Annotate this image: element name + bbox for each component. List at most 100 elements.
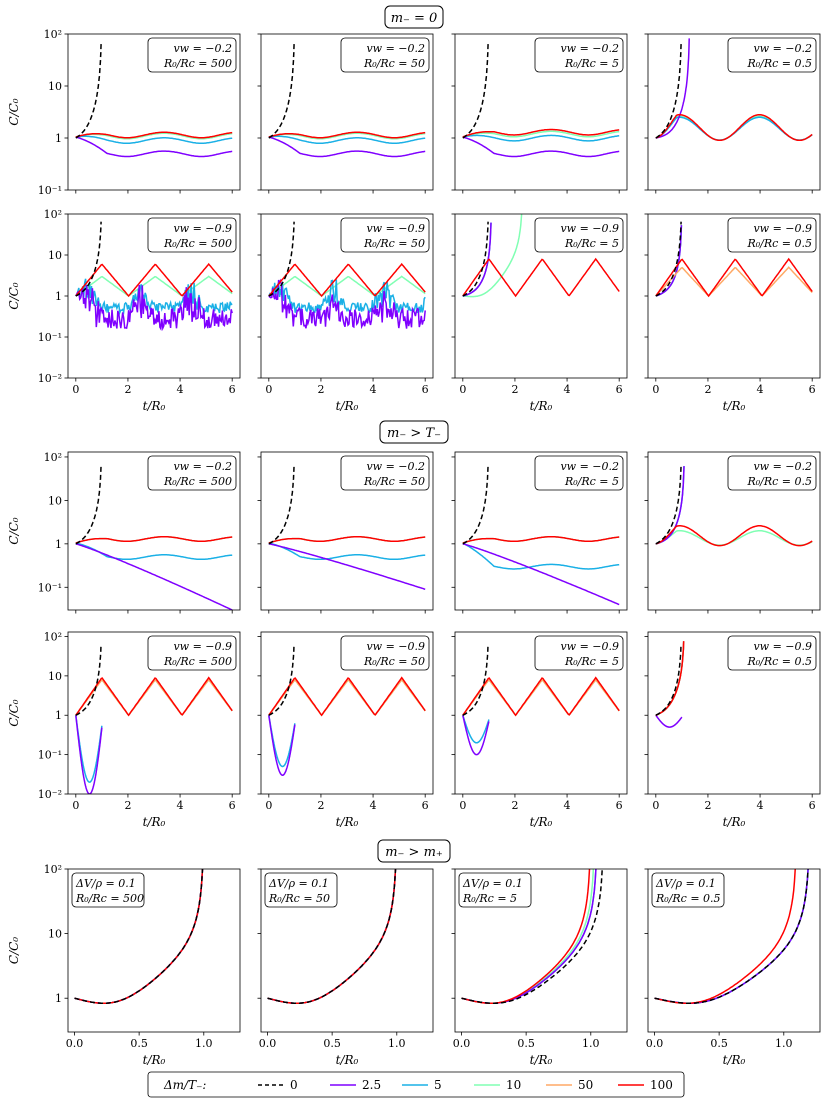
series-line-0 xyxy=(461,869,603,1005)
x-tick-label: 4 xyxy=(370,383,377,396)
series-line-0 xyxy=(74,869,204,1005)
panel-s2-r0-c1: 0.0 0.5 1.0 t/R₀ ΔV/ρ = 0.1 R₀/Rc = 50 xyxy=(257,868,434,1067)
annotation-line: vw = −0.9 xyxy=(366,222,425,235)
axes-frame xyxy=(260,868,434,1033)
series-line-2_5 xyxy=(268,543,426,591)
series-line-0 xyxy=(75,221,102,297)
y-tick-label: 1 xyxy=(55,132,62,145)
series-line-0 xyxy=(462,465,489,545)
panel-s1-r0-c0: 10⁻¹ 1 10 10² vw = −0.2 R₀/Rc = 500 xyxy=(38,451,241,614)
panel-annotation: vw = −0.9 R₀/Rc = 500 xyxy=(147,635,237,671)
legend-label: 100 xyxy=(650,1078,673,1092)
section-title-box xyxy=(377,839,451,863)
x-axis-label: t/R₀ xyxy=(336,1053,359,1067)
panel-annotation: vw = −0.9 R₀/Rc = 0.5 xyxy=(727,635,817,671)
axes-frame xyxy=(67,868,241,1033)
panel-s0-r0-c0: 10⁻¹ 1 10 10² vw = −0.2 R₀/Rc = 500 xyxy=(38,28,241,197)
annotation-box xyxy=(727,635,817,671)
y-tick-label: 10 xyxy=(48,249,62,262)
panel-s1-r1-c2: 0 2 4 6 t/R₀ vw = −0.9 R₀/Rc = 5 xyxy=(451,631,628,829)
series-line-5 xyxy=(462,222,492,297)
series-line-0 xyxy=(268,43,295,139)
x-tick-label: 0 xyxy=(265,799,272,812)
series-line-100 xyxy=(462,536,620,544)
x-tick-label: 0.0 xyxy=(66,1037,84,1050)
x-tick-label: 0 xyxy=(652,799,659,812)
series-line-10 xyxy=(75,132,233,140)
panel-annotation: vw = −0.9 R₀/Rc = 5 xyxy=(534,635,624,671)
annotation-line: R₀/Rc = 500 xyxy=(163,655,232,668)
annotation-box xyxy=(534,455,624,491)
x-tick-label: 0.0 xyxy=(453,1037,471,1050)
series-line-100 xyxy=(268,262,426,298)
annotation-line: vw = −0.9 xyxy=(173,222,232,235)
panel-annotation: vw = −0.9 R₀/Rc = 500 xyxy=(147,217,237,253)
annotation-line: R₀/Rc = 0.5 xyxy=(746,57,812,70)
panel-s1-r1-c0: 10⁻² 10⁻¹ 1 10 10² 0 2 4 6 t/R₀ vw = −0.9 R₀/Rc = 5… xyxy=(38,630,241,829)
annotation-line: R₀/Rc = 5 xyxy=(564,237,619,250)
annotation-line: vw = −0.9 xyxy=(753,640,812,653)
panel-annotation: vw = −0.2 R₀/Rc = 500 xyxy=(147,455,237,491)
panel-annotation: vw = −0.2 R₀/Rc = 5 xyxy=(534,37,624,73)
annotation-line: R₀/Rc = 0.5 xyxy=(746,655,812,668)
annotation-box xyxy=(71,872,145,908)
panel-s0-r1-c3: 0 2 4 6 t/R₀ vw = −0.9 R₀/Rc = 0.5 xyxy=(644,213,821,413)
panel-s2-r0-c0: 1 10 10² 0.0 0.5 1.0 t/R₀ ΔV/ρ = 0.1 R₀/Rc = 500 xyxy=(44,863,241,1067)
section-title-text: m₋ > T₋ xyxy=(387,426,441,441)
axes-frame xyxy=(647,33,821,191)
x-tick-label: 0.0 xyxy=(646,1037,664,1050)
annotation-line: R₀/Rc = 500 xyxy=(163,237,232,250)
panel-annotation: vw = −0.9 R₀/Rc = 0.5 xyxy=(727,217,817,253)
y-tick-label: 10² xyxy=(44,28,62,41)
annotation-line: R₀/Rc = 0.5 xyxy=(746,475,812,488)
axes-frame xyxy=(454,451,628,611)
x-tick-label: 4 xyxy=(370,799,377,812)
series-line-100 xyxy=(655,113,813,142)
panel-annotation: vw = −0.2 R₀/Rc = 500 xyxy=(147,37,237,73)
x-axis-label: t/R₀ xyxy=(143,1053,166,1067)
x-tick-label: 6 xyxy=(616,799,623,812)
series-line-10 xyxy=(268,275,426,297)
annotation-line: vw = −0.2 xyxy=(366,42,425,55)
series-line-100 xyxy=(655,641,685,716)
x-tick-label: 4 xyxy=(564,383,571,396)
series-line-0 xyxy=(655,465,682,545)
series-line-50 xyxy=(655,266,813,298)
axes-frame xyxy=(454,868,628,1033)
annotation-line: vw = −0.9 xyxy=(753,222,812,235)
series-line-0 xyxy=(462,643,489,716)
series-line-0 xyxy=(654,869,809,1005)
x-tick-label: 0 xyxy=(459,383,466,396)
annotation-line: R₀/Rc = 50 xyxy=(363,57,425,70)
x-tick-label: 6 xyxy=(229,799,236,812)
annotation-line: vw = −0.2 xyxy=(560,460,619,473)
series-line-100 xyxy=(655,525,813,547)
y-tick-label: 10⁻¹ xyxy=(38,331,62,344)
x-tick-label: 0 xyxy=(652,383,659,396)
x-axis-label: t/R₀ xyxy=(143,399,166,413)
series-line-0 xyxy=(655,643,682,716)
x-tick-label: 1.0 xyxy=(195,1037,213,1050)
x-tick-label: 0 xyxy=(459,799,466,812)
panel-s2-r0-c2: 0.0 0.5 1.0 t/R₀ ΔV/ρ = 0.1 R₀/Rc = 5 xyxy=(451,868,628,1067)
annotation-line: vw = −0.9 xyxy=(173,640,232,653)
panel-annotation: vw = −0.2 R₀/Rc = 0.5 xyxy=(727,37,817,73)
y-tick-label: 1 xyxy=(55,709,62,722)
series-line-0 xyxy=(655,221,682,297)
x-tick-label: 0.5 xyxy=(517,1037,535,1050)
panel-annotation: ΔV/ρ = 0.1 R₀/Rc = 0.5 xyxy=(651,872,725,908)
annotation-line: R₀/Rc = 500 xyxy=(163,57,232,70)
panel-annotation: vw = −0.2 R₀/Rc = 50 xyxy=(340,455,430,491)
x-tick-label: 2 xyxy=(511,383,518,396)
x-tick-label: 2 xyxy=(704,799,711,812)
series-line-2_5 xyxy=(462,222,492,297)
x-tick-label: 2 xyxy=(317,799,324,812)
panel-s0-r0-c2: vw = −0.2 R₀/Rc = 5 xyxy=(451,33,628,194)
section-title-text: m₋ = 0 xyxy=(391,11,438,26)
series-line-5 xyxy=(268,542,426,561)
y-axis-label: C/C₀ xyxy=(7,699,21,726)
annotation-line: vw = −0.2 xyxy=(366,460,425,473)
annotation-box xyxy=(147,217,237,253)
series-line-2_5 xyxy=(268,136,426,158)
